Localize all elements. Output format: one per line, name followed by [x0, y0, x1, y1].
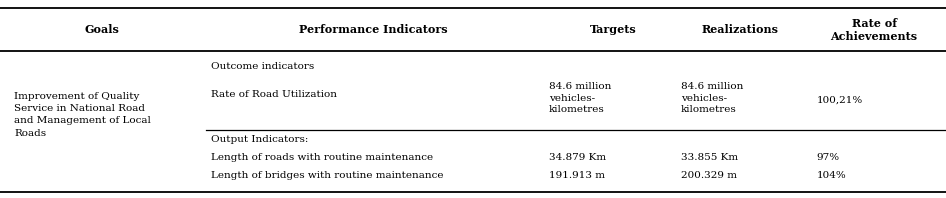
- Text: Performance Indicators: Performance Indicators: [299, 24, 448, 35]
- Text: Goals: Goals: [85, 24, 119, 35]
- Text: Length of roads with routine maintenance: Length of roads with routine maintenance: [211, 153, 433, 162]
- Text: Rate of Road Utilization: Rate of Road Utilization: [211, 89, 337, 99]
- Text: Outcome indicators: Outcome indicators: [211, 62, 314, 71]
- Text: 97%: 97%: [816, 153, 839, 162]
- Text: 191.913 m: 191.913 m: [549, 171, 604, 180]
- Text: 100,21%: 100,21%: [816, 95, 863, 105]
- Text: 33.855 Km: 33.855 Km: [681, 153, 738, 162]
- Text: Realizations: Realizations: [701, 24, 779, 35]
- Text: Rate of
Achievements: Rate of Achievements: [831, 18, 918, 42]
- Text: Output Indicators:: Output Indicators:: [211, 135, 308, 144]
- Text: Length of bridges with routine maintenance: Length of bridges with routine maintenan…: [211, 171, 444, 180]
- Text: 84.6 million
vehicles-
kilometres: 84.6 million vehicles- kilometres: [681, 82, 744, 114]
- Text: 104%: 104%: [816, 171, 846, 180]
- Text: 200.329 m: 200.329 m: [681, 171, 737, 180]
- Text: Improvement of Quality
Service in National Road
and Management of Local
Roads: Improvement of Quality Service in Nation…: [14, 92, 151, 138]
- Text: 84.6 million
vehicles-
kilometres: 84.6 million vehicles- kilometres: [549, 82, 611, 114]
- Text: 34.879 Km: 34.879 Km: [549, 153, 605, 162]
- Text: Targets: Targets: [589, 24, 637, 35]
